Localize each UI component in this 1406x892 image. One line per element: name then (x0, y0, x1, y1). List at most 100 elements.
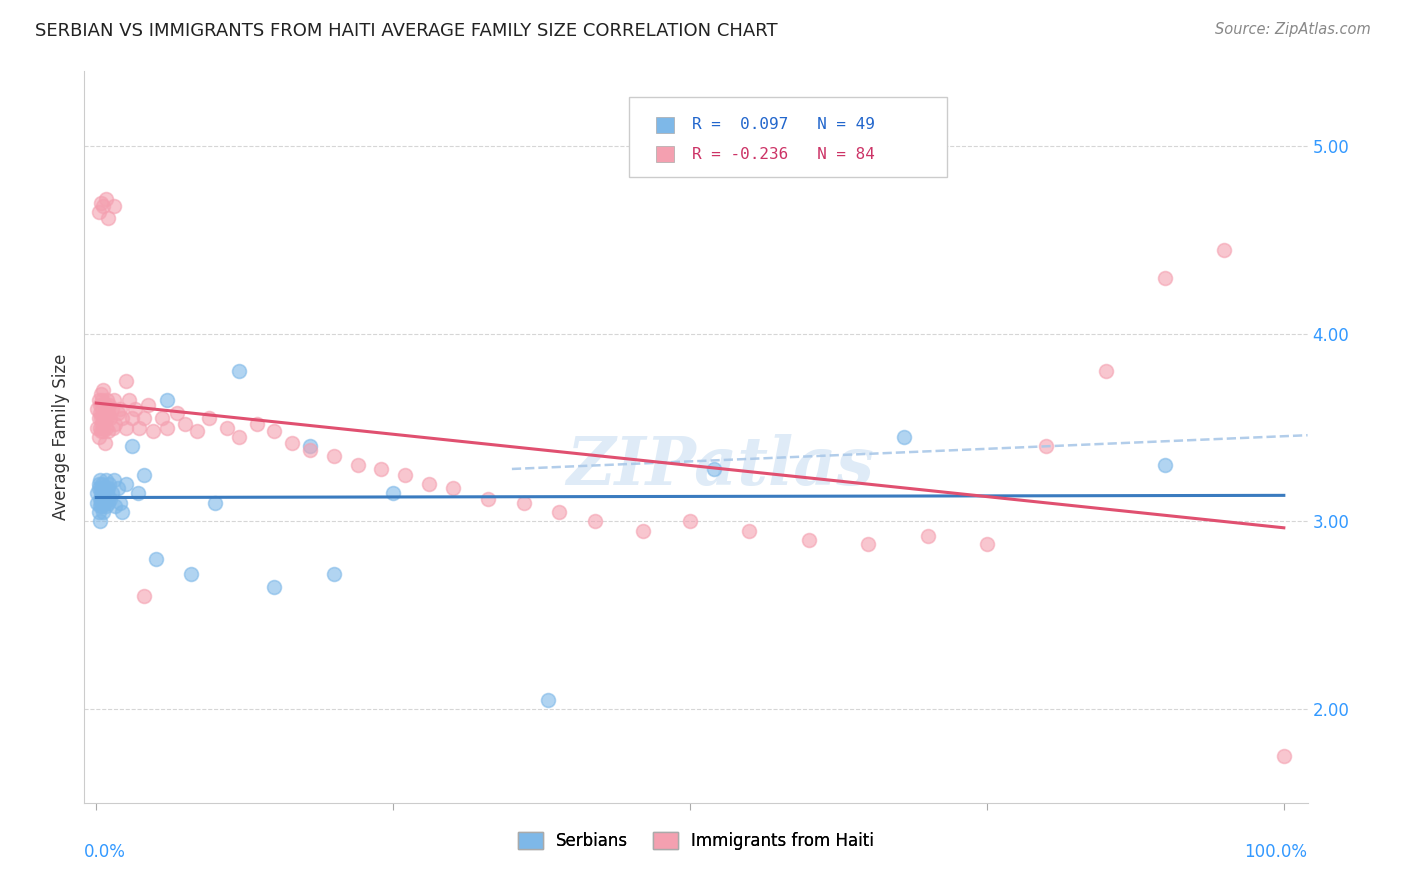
Point (1272, 748, 1295, 763)
Point (93, 435, 115, 450)
Point (548, 505, 571, 519)
Point (93, 398, 115, 412)
Point (97, 496, 120, 510)
Point (703, 462, 725, 476)
Point (103, 392, 125, 407)
Point (100, 491, 122, 506)
Point (91, 491, 114, 506)
Point (322, 566, 344, 581)
Point (441, 481, 464, 495)
Point (111, 411, 134, 425)
Point (93, 486, 115, 500)
Text: 0.0%: 0.0% (84, 843, 127, 861)
Point (89, 500, 111, 514)
Point (513, 496, 536, 510)
Point (97, 211, 120, 225)
Point (111, 505, 134, 519)
Point (797, 533, 820, 548)
Point (87, 392, 110, 407)
Point (115, 477, 138, 491)
Point (382, 486, 405, 500)
Point (86, 420, 108, 434)
Point (93, 505, 115, 519)
Point (87, 481, 110, 495)
FancyBboxPatch shape (655, 117, 675, 133)
Point (174, 417, 197, 431)
Point (322, 449, 344, 463)
Point (132, 467, 155, 482)
Point (281, 435, 304, 450)
Point (94, 401, 117, 416)
Text: R =  0.097   N = 49: R = 0.097 N = 49 (692, 117, 875, 132)
Point (87, 205, 110, 219)
Point (98, 398, 121, 412)
Point (100, 486, 122, 500)
Point (90, 496, 112, 510)
Point (104, 417, 127, 431)
Point (118, 392, 141, 407)
Point (89, 515, 111, 529)
Point (108, 496, 131, 510)
Point (228, 364, 250, 378)
Point (145, 552, 167, 566)
Point (166, 406, 188, 420)
Point (228, 430, 250, 444)
Point (96, 486, 118, 500)
Point (346, 458, 368, 473)
FancyBboxPatch shape (655, 146, 675, 162)
Point (96, 392, 118, 407)
Point (103, 473, 125, 487)
Legend: Serbians, Immigrants from Haiti: Serbians, Immigrants from Haiti (510, 825, 882, 856)
Point (138, 398, 160, 412)
Text: Source: ZipAtlas.com: Source: ZipAtlas.com (1215, 22, 1371, 37)
Point (1213, 243, 1236, 257)
Point (96, 411, 118, 425)
Point (90, 481, 112, 495)
Point (370, 462, 392, 476)
Point (93, 411, 115, 425)
Text: ZIPatlas: ZIPatlas (567, 434, 875, 499)
Point (298, 440, 321, 454)
Point (150, 411, 173, 425)
Point (100, 401, 122, 416)
Point (103, 199, 125, 213)
Point (263, 580, 285, 594)
Point (115, 374, 138, 388)
Point (87, 505, 110, 519)
Point (917, 529, 939, 543)
Point (1094, 364, 1116, 378)
Point (93, 199, 115, 213)
Point (91, 417, 114, 431)
Point (418, 477, 440, 491)
Point (198, 411, 221, 425)
FancyBboxPatch shape (628, 97, 946, 178)
Point (93, 481, 115, 495)
Point (156, 420, 179, 434)
Point (186, 425, 208, 439)
Text: 100.0%: 100.0% (1244, 843, 1308, 861)
Point (91, 500, 114, 514)
Point (97, 481, 120, 495)
Point (91, 401, 114, 416)
Point (93, 425, 115, 439)
Point (98, 477, 121, 491)
Point (86, 496, 108, 510)
Point (738, 524, 761, 538)
Point (156, 392, 179, 407)
Point (100, 411, 122, 425)
Point (91, 392, 114, 407)
Point (976, 537, 998, 551)
Point (93, 411, 115, 425)
Point (245, 417, 267, 431)
Point (1154, 458, 1177, 473)
Point (127, 486, 149, 500)
Point (89, 473, 111, 487)
Point (124, 401, 146, 416)
Point (89, 398, 111, 412)
Point (679, 515, 702, 529)
Point (1154, 270, 1177, 285)
Point (132, 590, 155, 604)
Point (856, 537, 879, 551)
Point (94, 473, 117, 487)
Point (86, 486, 108, 500)
